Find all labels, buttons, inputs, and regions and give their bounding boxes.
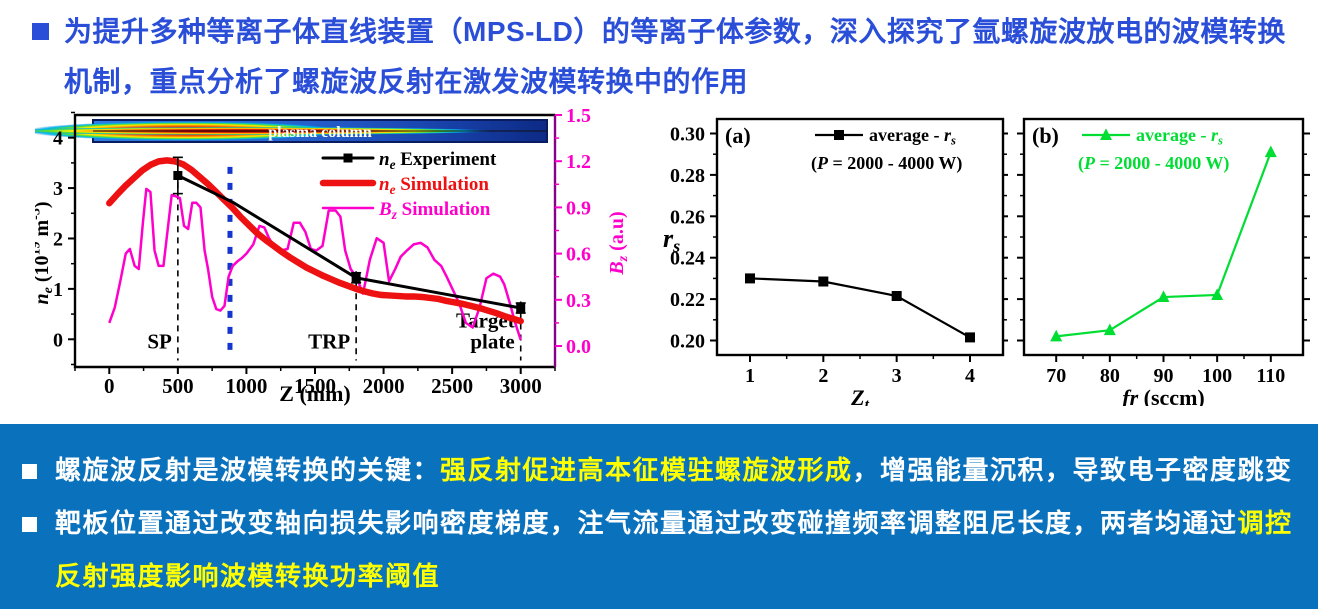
summary-banner: 螺旋波反射是波模转换的关键：强反射促进高本征模驻螺旋波形成，增强能量沉积，导致电…: [0, 424, 1318, 609]
svg-text:ne Experiment: ne Experiment: [379, 149, 497, 172]
svg-text:0.20: 0.20: [670, 331, 705, 353]
svg-text:SP: SP: [147, 329, 172, 353]
svg-text:1500: 1500: [294, 374, 336, 398]
heading-text: 为提升多种等离子体直线装置（MPS-LD）的等离子体参数，深入探究了氩螺旋波放电…: [64, 16, 1286, 97]
svg-text:average - rs: average - rs: [869, 125, 956, 148]
rs-vs-zt-chart: 0.20 0.22 0.24 0.26 0.28 0.30 1 2 3 4 (a) average -…: [663, 117, 1008, 406]
svg-text:1: 1: [745, 365, 755, 387]
svg-text:0.26: 0.26: [670, 206, 705, 228]
svg-text:ne Simulation: ne Simulation: [379, 174, 489, 197]
bullet-square-icon: [22, 517, 37, 532]
banner-bullet-2: 靶板位置通过改变轴向损失影响密度梯度，注气流量通过改变碰撞频率调整阻尼长度，两者…: [22, 497, 1308, 603]
svg-text:plasma column: plasma column: [268, 124, 372, 141]
svg-text:ne (1019 m-3): ne (1019 m-3): [35, 201, 56, 304]
svg-text:Bz Simulation: Bz Simulation: [378, 199, 491, 222]
bullet-square-icon: [32, 23, 49, 40]
svg-text:110: 110: [1256, 365, 1285, 387]
svg-text:4: 4: [965, 365, 975, 387]
svg-text:2000: 2000: [363, 374, 405, 398]
svg-text:80: 80: [1100, 365, 1120, 387]
rs-vs-fr-chart: 70 80 90 100 110 (b) average - rs (P = 2000 - 4…: [1017, 117, 1310, 406]
svg-text:0.3: 0.3: [566, 290, 591, 312]
svg-text:0.24: 0.24: [670, 248, 705, 270]
svg-text:average - rs: average - rs: [1136, 125, 1223, 148]
page-heading: 为提升多种等离子体直线装置（MPS-LD）的等离子体参数，深入探究了氩螺旋波放电…: [0, 7, 1326, 107]
banner-text-1: 螺旋波反射是波模转换的关键：强反射促进高本征模驻螺旋波形成，增强能量沉积，导致电…: [55, 455, 1293, 485]
svg-text:4: 4: [53, 128, 63, 150]
svg-text:100: 100: [1202, 365, 1232, 387]
svg-text:0.0: 0.0: [566, 336, 591, 358]
svg-text:1: 1: [53, 279, 63, 301]
svg-text:Bz (a.u): Bz (a.u): [606, 211, 631, 275]
svg-text:rs: rs: [663, 224, 680, 256]
svg-text:3000: 3000: [500, 374, 542, 398]
svg-text:2: 2: [53, 228, 63, 250]
svg-text:1.2: 1.2: [566, 151, 591, 173]
svg-text:(P = 2000 - 4000 W): (P = 2000 - 4000 W): [811, 153, 962, 174]
svg-text:0.28: 0.28: [670, 165, 705, 187]
svg-text:(b): (b): [1032, 123, 1059, 148]
svg-text:0: 0: [53, 329, 63, 351]
svg-text:(a): (a): [725, 123, 751, 148]
svg-text:0.9: 0.9: [566, 197, 591, 219]
charts-row: SP TRP Target plate plasma column 0 500 1000 150…: [35, 103, 1315, 406]
svg-text:0: 0: [104, 374, 115, 398]
banner-bullet-1: 螺旋波反射是波模转换的关键：强反射促进高本征模驻螺旋波形成，增强能量沉积，导致电…: [22, 444, 1308, 497]
svg-text:2: 2: [818, 365, 828, 387]
svg-text:70: 70: [1046, 365, 1066, 387]
banner-text-2: 靶板位置通过改变轴向损失影响密度梯度，注气流量通过改变碰撞频率调整阻尼长度，两者…: [55, 508, 1293, 591]
svg-text:plate: plate: [470, 329, 514, 353]
svg-text:fr (sccm): fr (sccm): [1122, 385, 1204, 406]
svg-text:0.30: 0.30: [670, 123, 705, 145]
svg-text:500: 500: [162, 374, 194, 398]
svg-text:Zt: Zt: [850, 385, 869, 406]
svg-text:0.6: 0.6: [566, 244, 591, 266]
svg-text:1.5: 1.5: [566, 105, 591, 127]
svg-text:90: 90: [1154, 365, 1174, 387]
svg-text:1000: 1000: [225, 374, 267, 398]
svg-text:(P = 2000 - 4000 W): (P = 2000 - 4000 W): [1078, 153, 1229, 174]
svg-text:3: 3: [892, 365, 902, 387]
svg-text:0.22: 0.22: [670, 289, 705, 311]
bullet-square-icon: [22, 464, 37, 479]
svg-text:3: 3: [53, 178, 63, 200]
svg-text:Z (mm): Z (mm): [279, 381, 350, 406]
svg-text:2500: 2500: [431, 374, 473, 398]
svg-text:TRP: TRP: [308, 329, 350, 353]
